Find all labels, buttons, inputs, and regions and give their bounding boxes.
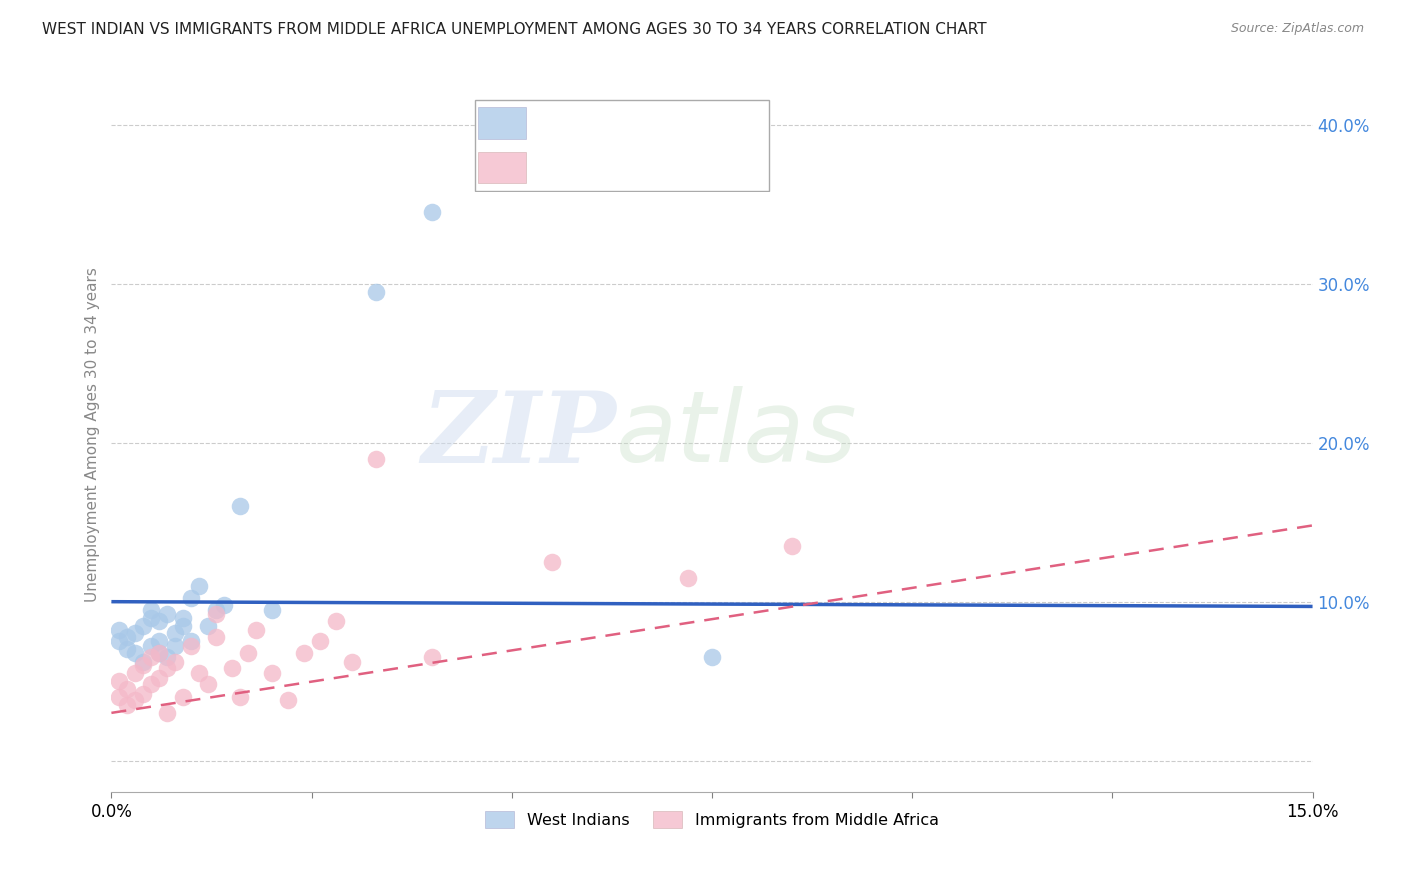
Y-axis label: Unemployment Among Ages 30 to 34 years: Unemployment Among Ages 30 to 34 years (86, 268, 100, 602)
Point (165, 655, 187, 669)
Point (124, 626, 146, 640)
Point (260, 602, 283, 616)
Point (117, 642, 139, 657)
Point (188, 666, 211, 681)
Point (108, 690, 131, 704)
Point (108, 624, 131, 638)
Point (172, 610, 194, 624)
Point (204, 602, 226, 616)
Point (540, 555, 562, 569)
Point (124, 666, 146, 681)
Point (124, 646, 146, 660)
Point (277, 693, 299, 707)
Point (420, 650, 443, 665)
Point (108, 674, 131, 689)
Point (180, 639, 202, 653)
Point (165, 639, 187, 653)
Point (292, 646, 315, 660)
Point (228, 500, 250, 514)
Point (141, 639, 163, 653)
Point (172, 690, 194, 704)
Point (245, 624, 267, 638)
Point (236, 646, 259, 660)
Point (700, 650, 723, 665)
Text: WEST INDIAN VS IMMIGRANTS FROM MIDDLE AFRICA UNEMPLOYMENT AMONG AGES 30 TO 34 YE: WEST INDIAN VS IMMIGRANTS FROM MIDDLE AF… (42, 22, 987, 37)
Point (364, 451, 387, 466)
Point (148, 646, 170, 660)
Point (204, 607, 226, 622)
Point (141, 602, 163, 616)
Point (221, 661, 243, 675)
Point (364, 285, 387, 299)
Point (260, 666, 283, 681)
Point (148, 671, 170, 685)
Point (156, 650, 179, 665)
Point (124, 693, 146, 707)
Point (180, 591, 202, 606)
Point (197, 618, 219, 632)
Text: Source: ZipAtlas.com: Source: ZipAtlas.com (1230, 22, 1364, 36)
Point (420, 205, 443, 219)
Point (308, 634, 330, 648)
Point (188, 579, 211, 593)
Point (204, 630, 226, 644)
Point (172, 618, 194, 632)
Text: ZIP: ZIP (420, 386, 616, 483)
Point (117, 681, 139, 696)
Point (156, 706, 179, 720)
Legend: West Indians, Immigrants from Middle Africa: West Indians, Immigrants from Middle Afr… (479, 805, 945, 834)
Point (132, 687, 155, 701)
Point (165, 626, 187, 640)
Point (132, 658, 155, 673)
Point (148, 614, 170, 628)
Point (676, 571, 699, 585)
Point (108, 634, 131, 648)
Point (228, 690, 250, 704)
Point (141, 650, 163, 665)
Point (148, 634, 170, 648)
Point (117, 698, 139, 712)
Point (340, 655, 363, 669)
Point (156, 607, 179, 622)
Point (325, 614, 347, 628)
Point (117, 630, 139, 644)
Point (148, 646, 170, 660)
Point (132, 655, 155, 669)
Point (212, 598, 235, 612)
Point (780, 539, 803, 553)
Point (141, 610, 163, 624)
Text: atlas: atlas (616, 386, 858, 483)
Point (156, 661, 179, 675)
Point (132, 618, 155, 632)
Point (197, 677, 219, 691)
Point (180, 634, 202, 648)
Point (141, 677, 163, 691)
